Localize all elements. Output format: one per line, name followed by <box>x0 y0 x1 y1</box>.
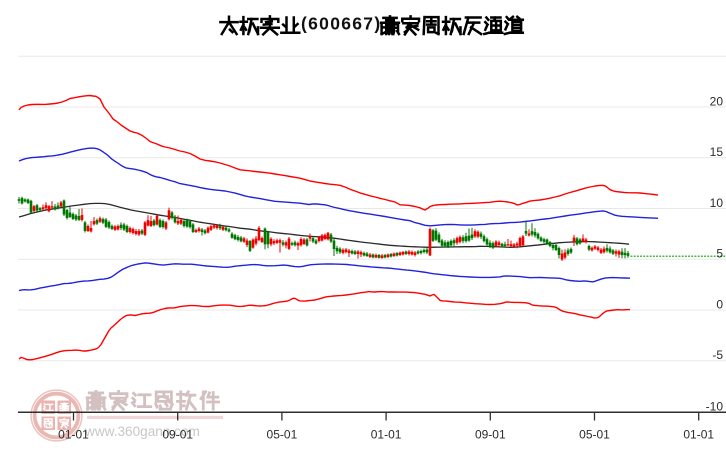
svg-text:5: 5 <box>716 247 723 261</box>
svg-text:05-01: 05-01 <box>267 428 298 442</box>
svg-text:05-01: 05-01 <box>579 428 610 442</box>
svg-text:-5: -5 <box>712 348 723 362</box>
svg-text:(600667): (600667) <box>301 14 381 34</box>
svg-text:-10: -10 <box>706 399 724 413</box>
svg-text:20: 20 <box>710 94 724 108</box>
svg-text:09-01: 09-01 <box>475 428 506 442</box>
svg-text:www.360gann.com: www.360gann.com <box>84 424 200 439</box>
svg-text:01-01: 01-01 <box>58 428 89 442</box>
svg-text:01-01: 01-01 <box>683 428 714 442</box>
svg-text:09-01: 09-01 <box>162 428 193 442</box>
svg-text:01-01: 01-01 <box>371 428 402 442</box>
svg-text:15: 15 <box>710 145 724 159</box>
svg-text:0: 0 <box>716 297 723 311</box>
svg-text:10: 10 <box>710 196 724 210</box>
